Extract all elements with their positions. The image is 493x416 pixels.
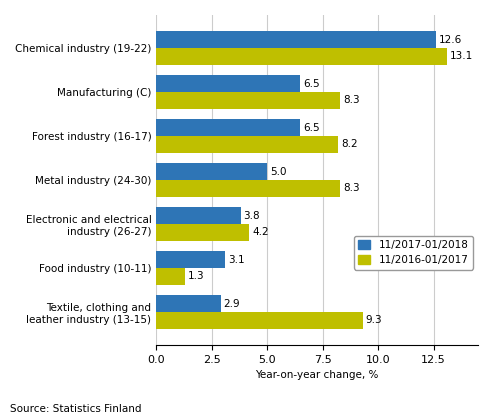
Bar xyxy=(156,48,447,65)
Bar xyxy=(156,268,185,285)
Text: 2.9: 2.9 xyxy=(223,299,240,309)
Text: 6.5: 6.5 xyxy=(303,123,320,133)
Text: 8.3: 8.3 xyxy=(343,183,360,193)
Bar xyxy=(156,207,241,224)
Text: 3.1: 3.1 xyxy=(228,255,245,265)
Legend: 11/2017-01/2018, 11/2016-01/2017: 11/2017-01/2018, 11/2016-01/2017 xyxy=(354,235,473,270)
Bar xyxy=(156,92,341,109)
Bar xyxy=(156,163,267,180)
Text: 1.3: 1.3 xyxy=(188,271,205,281)
Bar xyxy=(156,136,338,153)
Text: 3.8: 3.8 xyxy=(243,210,260,220)
Bar xyxy=(156,31,436,48)
Text: 5.0: 5.0 xyxy=(270,166,286,177)
Text: 12.6: 12.6 xyxy=(438,35,462,45)
Text: 6.5: 6.5 xyxy=(303,79,320,89)
Bar xyxy=(156,119,300,136)
X-axis label: Year-on-year change, %: Year-on-year change, % xyxy=(255,370,379,380)
Text: 9.3: 9.3 xyxy=(365,315,382,325)
Bar xyxy=(156,75,300,92)
Bar xyxy=(156,180,341,197)
Text: 8.3: 8.3 xyxy=(343,95,360,105)
Text: 8.2: 8.2 xyxy=(341,139,357,149)
Text: 13.1: 13.1 xyxy=(450,51,473,61)
Bar xyxy=(156,224,249,241)
Bar xyxy=(156,295,220,312)
Bar xyxy=(156,312,363,329)
Text: 4.2: 4.2 xyxy=(252,227,269,237)
Text: Source: Statistics Finland: Source: Statistics Finland xyxy=(10,404,141,414)
Bar xyxy=(156,251,225,268)
